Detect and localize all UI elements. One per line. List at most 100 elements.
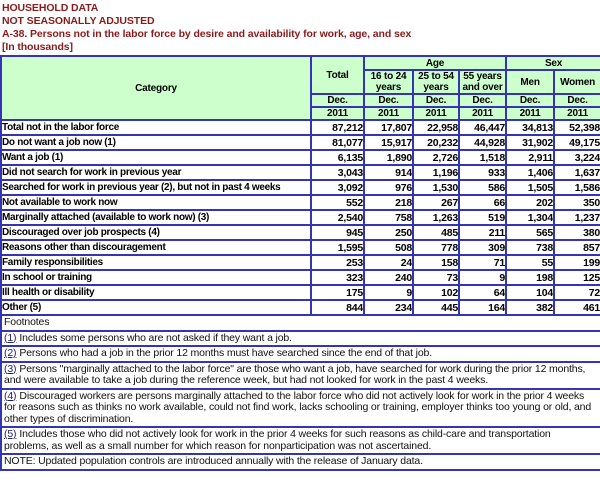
cell-age-55-over: 46,447	[457, 119, 508, 136]
footnotes-label: Footnotes	[0, 314, 600, 332]
cell-total: 945	[310, 224, 365, 241]
cell-women: 1,637	[553, 164, 600, 181]
labor-force-table: Category Total Age Sex 16 to 24 years 25…	[0, 55, 600, 471]
cell-age-16-24: 15,917	[363, 134, 414, 151]
footnote-row: (1) Includes some persons who are not ask…	[0, 329, 600, 347]
header-period-total: Dec.	[310, 93, 365, 108]
cell-men: 34,813	[505, 119, 556, 136]
footnote-text: Includes some persons who are not asked …	[19, 331, 292, 344]
cell-total: 253	[310, 254, 365, 271]
cell-age-55-over: 1,518	[457, 149, 508, 166]
cell-age-55-over: 66	[457, 194, 508, 211]
cell-age-25-54: 2,726	[412, 149, 460, 166]
header-year-men: 2011	[505, 106, 556, 121]
cell-women: 350	[553, 194, 600, 211]
header-total: Total	[310, 55, 365, 95]
table-row: Reasons other than discouragement 1,595 …	[0, 239, 600, 256]
header-year-16-24: 2011	[363, 106, 414, 121]
cell-women: 72	[553, 284, 600, 301]
table-row: Want a job (1) 6,135 1,890 2,726 1,518 2…	[0, 149, 600, 166]
header-period-25-54: Dec.	[412, 93, 460, 108]
row-category: Want a job (1)	[0, 149, 312, 166]
footnote-row: (5) Includes those who did not actively l…	[0, 426, 600, 455]
cell-age-25-54: 445	[412, 299, 460, 316]
row-category: Ill health or disability	[0, 284, 312, 301]
cell-total: 2,540	[310, 209, 365, 226]
title-household-data: HOUSEHOLD DATA	[2, 2, 99, 14]
cell-age-16-24: 24	[363, 254, 414, 271]
cell-age-16-24: 250	[363, 224, 414, 241]
cell-age-55-over: 9	[457, 269, 508, 286]
row-category: Not available to work now	[0, 194, 312, 211]
cell-age-16-24: 1,890	[363, 149, 414, 166]
footnote-text: Discouraged workers are persons marginal…	[4, 389, 592, 425]
header-col-25-54: 25 to 54 years	[412, 69, 460, 95]
footnote-text: Persons who had a job in the prior 12 mo…	[19, 347, 432, 359]
table-row: Do not want a job now (1) 81,077 15,917 …	[0, 134, 600, 151]
row-category: Marginally attached (available to work n…	[0, 209, 312, 226]
note-text: NOTE: Updated population controls are in…	[0, 453, 600, 471]
table-row: Did not search for work in previous year…	[0, 164, 600, 181]
cell-total: 87,212	[310, 119, 365, 136]
cell-age-25-54: 20,232	[412, 134, 460, 151]
cell-age-55-over: 44,928	[457, 134, 508, 151]
header-period-men: Dec.	[505, 93, 556, 108]
cell-men: 738	[505, 239, 556, 256]
footnotes-header-row: Footnotes	[0, 314, 600, 332]
row-category: In school or training	[0, 269, 312, 286]
title-in-thousands: [In thousands]	[2, 41, 73, 53]
footnote-text: Includes those who did not actively look…	[4, 428, 551, 452]
cell-total: 323	[310, 269, 365, 286]
cell-age-55-over: 933	[457, 164, 508, 181]
cell-age-25-54: 1,196	[412, 164, 460, 181]
cell-women: 49,175	[553, 134, 600, 151]
cell-women: 199	[553, 254, 600, 271]
footnote-link-5[interactable]: (5)	[4, 428, 17, 440]
row-category: Other (5)	[0, 299, 312, 316]
cell-age-55-over: 519	[457, 209, 508, 226]
note-row: NOTE: Updated population controls are in…	[0, 453, 600, 471]
cell-age-16-24: 9	[363, 284, 414, 301]
footnote-row: (4) Discouraged workers are persons margi…	[0, 387, 600, 428]
cell-age-16-24: 234	[363, 299, 414, 316]
cell-total: 844	[310, 299, 365, 316]
page-title-block: HOUSEHOLD DATA NOT SEASONALLY ADJUSTED A…	[0, 0, 600, 55]
row-category: Reasons other than discouragement	[0, 239, 312, 256]
header-period-women: Dec.	[553, 93, 600, 108]
footnote-link-3[interactable]: (3)	[4, 362, 17, 375]
footnote-link-2[interactable]: (2)	[4, 347, 17, 359]
header-col-men: Men	[505, 69, 556, 95]
cell-men: 2,911	[505, 149, 556, 166]
cell-total: 552	[310, 194, 365, 211]
cell-women: 461	[553, 299, 600, 316]
cell-total: 81,077	[310, 134, 365, 151]
row-category: Searched for work in previous year (2), …	[0, 179, 312, 196]
table-row: Total not in the labor force 87,212 17,8…	[0, 119, 600, 136]
table-row: Not available to work now 552 218 267 66…	[0, 194, 600, 211]
cell-age-16-24: 240	[363, 269, 414, 286]
row-category: Do not want a job now (1)	[0, 134, 312, 151]
cell-women: 1,237	[553, 209, 600, 226]
table-row: Marginally attached (available to work n…	[0, 209, 600, 226]
title-not-seasonally-adjusted: NOT SEASONALLY ADJUSTED	[2, 15, 155, 27]
header-col-16-24: 16 to 24 years	[363, 69, 414, 95]
cell-men: 382	[505, 299, 556, 316]
row-category: Did not search for work in previous year	[0, 164, 312, 181]
footnote-link-4[interactable]: (4)	[4, 389, 17, 402]
footnote-link-1[interactable]: (1)	[4, 331, 17, 344]
cell-age-25-54: 778	[412, 239, 460, 256]
header-period-16-24: Dec.	[363, 93, 414, 108]
table-row: Searched for work in previous year (2), …	[0, 179, 600, 196]
cell-men: 104	[505, 284, 556, 301]
cell-age-55-over: 71	[457, 254, 508, 271]
table-row: Other (5) 844 234 445 164 382 461	[0, 299, 600, 316]
cell-age-55-over: 309	[457, 239, 508, 256]
footnote-row: (3) Persons "marginally attached to the l…	[0, 360, 600, 390]
cell-age-16-24: 976	[363, 179, 414, 196]
cell-men: 1,505	[505, 179, 556, 196]
cell-age-55-over: 164	[457, 299, 508, 316]
header-col-55-over: 55 years and over	[457, 69, 508, 95]
cell-age-16-24: 508	[363, 239, 414, 256]
cell-age-55-over: 586	[457, 179, 508, 196]
row-category: Family responsibilities	[0, 254, 312, 271]
